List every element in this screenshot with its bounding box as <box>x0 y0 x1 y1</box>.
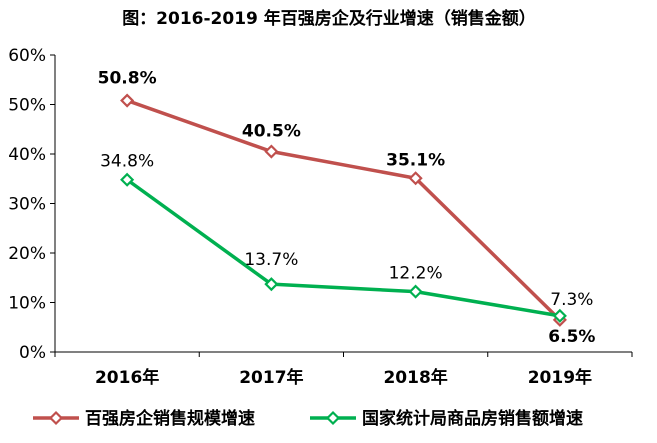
series-layer <box>120 93 567 327</box>
y-tick-label: 20% <box>8 244 46 264</box>
y-axis: 0% 10% 20% 30% 40% 50% 60% <box>8 46 56 363</box>
data-label: 6.5% <box>548 327 595 347</box>
data-label: 7.3% <box>550 290 593 310</box>
series-line-0 <box>126 98 562 322</box>
data-label: 35.1% <box>386 150 445 170</box>
y-tick-label: 60% <box>8 46 46 66</box>
data-point <box>408 171 423 186</box>
legend-label: 百强房企销售规模增速 <box>85 408 255 429</box>
x-tick-label: 2019年 <box>528 367 592 388</box>
series-line-1 <box>126 178 561 318</box>
data-point <box>552 308 567 323</box>
data-label: 50.8% <box>98 69 157 89</box>
legend-label: 国家统计局商品房销售额增速 <box>362 408 583 429</box>
legend-marker <box>48 410 64 426</box>
y-tick-label: 40% <box>8 145 46 165</box>
y-tick-label: 0% <box>19 343 46 363</box>
data-point <box>264 277 279 292</box>
x-tick-label: 2016年 <box>95 367 159 388</box>
data-point <box>120 172 135 187</box>
data-point <box>264 144 279 159</box>
chart-title: 图：2016-2019 年百强房企及行业增速（销售金额） <box>122 8 536 29</box>
legend-marker <box>325 410 341 426</box>
data-point <box>408 284 423 299</box>
data-label: 40.5% <box>242 122 301 142</box>
y-tick-label: 30% <box>8 195 46 215</box>
x-tick-label: 2018年 <box>383 367 447 388</box>
x-axis: 2016年 2017年 2018年 2019年 <box>54 351 633 388</box>
y-tick-label: 10% <box>8 294 46 314</box>
legend: 百强房企销售规模增速 国家统计局商品房销售额增速 <box>33 408 583 429</box>
data-point <box>120 93 135 108</box>
data-label: 13.7% <box>244 250 298 270</box>
data-label: 34.8% <box>100 152 154 172</box>
y-tick-label: 50% <box>8 96 46 116</box>
x-tick-label: 2017年 <box>239 367 303 388</box>
data-labels: 50.8% 40.5% 35.1% 6.5% 34.8% 13.7% 12.2% 7.3% <box>98 69 596 347</box>
data-label: 12.2% <box>389 264 443 284</box>
